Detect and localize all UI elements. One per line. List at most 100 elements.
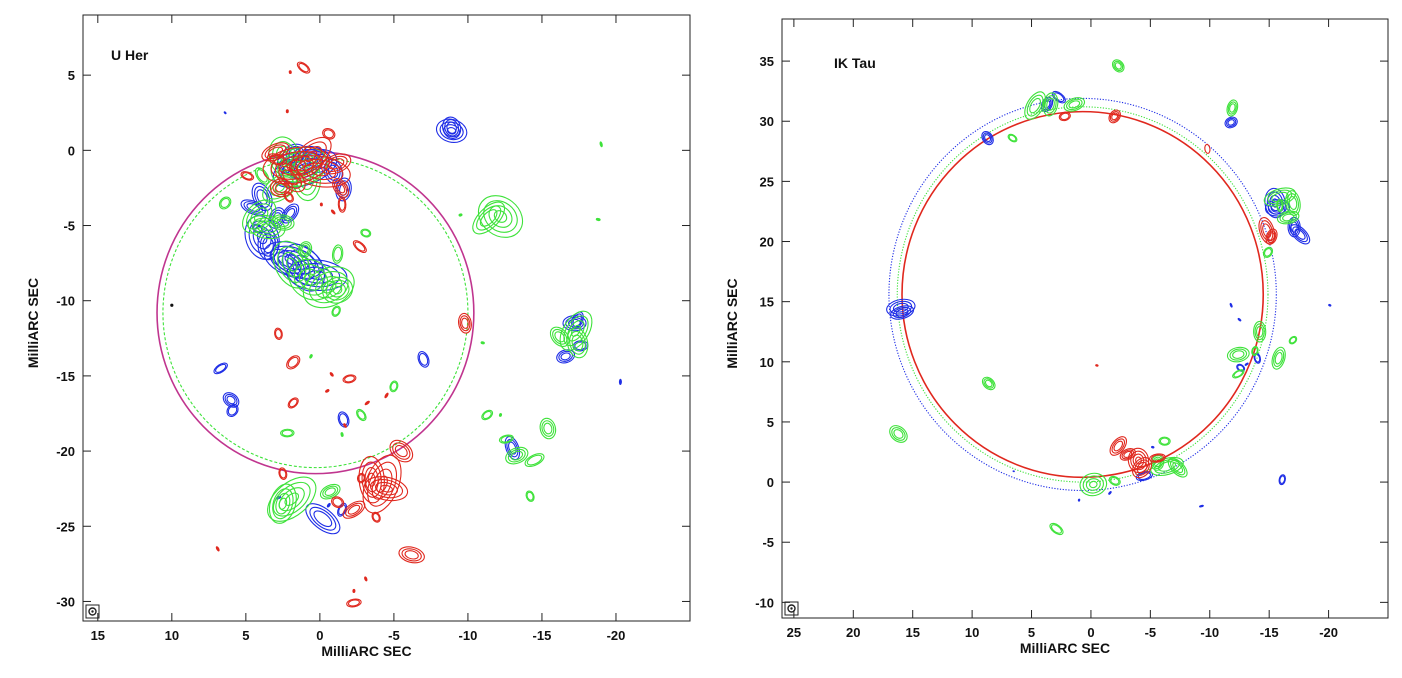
maser-core <box>1237 317 1242 322</box>
maser-spot <box>472 201 506 235</box>
maser-contour <box>889 300 913 315</box>
maser-spot <box>346 598 362 608</box>
maser-contour <box>439 121 464 141</box>
maser-spot <box>1253 320 1267 343</box>
maser-contour <box>283 191 294 203</box>
maser-spot <box>1288 335 1298 345</box>
maser-spot <box>889 425 908 443</box>
maser-core <box>319 202 323 207</box>
maser-contour <box>476 205 502 231</box>
maser-contour <box>984 134 992 143</box>
maser-core <box>352 588 356 594</box>
beam-center <box>790 607 793 610</box>
maser-core <box>1151 445 1155 449</box>
maser-contour <box>524 453 545 468</box>
maser-spot <box>352 240 367 254</box>
maser-contour <box>260 223 273 231</box>
x-tick-label: 5 <box>242 628 249 643</box>
beam-ellipse <box>787 604 796 613</box>
maser-contour <box>346 598 362 608</box>
maser-spot <box>1149 453 1166 463</box>
maser-spot <box>274 327 283 340</box>
maser-contour <box>543 422 553 435</box>
maser-contour <box>889 425 908 443</box>
maser-contour <box>278 467 288 480</box>
maser-spot <box>886 298 916 317</box>
plot-frame <box>781 18 1389 619</box>
maser-core <box>1229 302 1233 308</box>
maser-contour <box>222 392 240 408</box>
y-tick-label: 20 <box>760 235 774 250</box>
maser-contour <box>507 448 526 463</box>
maser-contour <box>1109 476 1120 485</box>
maser-spot <box>442 116 462 140</box>
maser-contour <box>226 403 239 418</box>
maser-contour <box>273 252 301 275</box>
maser-contour <box>337 196 347 213</box>
maser-contour <box>332 306 340 316</box>
maser-spot <box>1224 116 1238 129</box>
maser-spot <box>1109 436 1128 456</box>
maser-core <box>285 109 289 114</box>
maser-contour <box>298 62 309 73</box>
maser-contour <box>334 180 348 196</box>
maser-contour <box>371 511 381 523</box>
maser-contour <box>331 305 341 317</box>
maser-contour <box>324 155 348 172</box>
maser-spot <box>329 372 334 377</box>
maser-spot <box>1079 472 1108 497</box>
x-tick-label: 0 <box>316 628 323 643</box>
maser-contour <box>281 203 300 224</box>
maser-contour <box>1292 226 1308 243</box>
maser-spot <box>595 217 601 222</box>
maser-spot <box>297 241 313 259</box>
maser-contour <box>1232 350 1245 359</box>
maser-contour <box>240 199 266 216</box>
maser-contour <box>367 461 398 507</box>
maser-contour <box>1278 474 1286 486</box>
maser-spot <box>524 453 545 468</box>
maser-contour <box>323 129 334 139</box>
maser-core <box>364 576 368 582</box>
maser-spot <box>331 305 341 317</box>
maser-core <box>384 392 389 399</box>
maser-spot <box>319 202 323 207</box>
maser-contour <box>287 397 299 409</box>
maser-contour <box>322 276 354 304</box>
maser-contour <box>1024 91 1046 120</box>
maser-contour <box>1279 475 1286 484</box>
maser-contour <box>218 196 232 210</box>
maser-contour <box>345 502 363 517</box>
maser-contour <box>1227 101 1237 115</box>
maser-spot <box>1237 317 1242 322</box>
maser-core <box>1244 362 1249 366</box>
maser-contour <box>226 395 236 405</box>
maser-spot <box>1063 97 1086 112</box>
maser-contour <box>325 279 350 301</box>
maser-contour <box>304 273 318 286</box>
y-tick-label: 0 <box>767 475 774 490</box>
maser-contour <box>404 550 419 560</box>
maser-spot <box>283 191 294 203</box>
maser-spot <box>539 417 557 440</box>
maser-contour <box>1232 369 1245 379</box>
maser-contour <box>442 116 462 140</box>
maser-spot <box>525 490 535 502</box>
maser-contour <box>1123 450 1133 458</box>
x-tick-label: -15 <box>533 628 552 643</box>
maser-contour <box>479 209 498 227</box>
maser-spot <box>398 546 425 564</box>
maser-contour <box>253 185 271 208</box>
maser-spot <box>1204 143 1211 154</box>
y-tick-label: 30 <box>760 114 774 129</box>
maser-contour <box>981 130 994 146</box>
maser-contour <box>347 504 361 515</box>
maser-contour <box>298 268 324 291</box>
maser-contour <box>1224 116 1238 129</box>
maser-contour <box>1113 440 1124 452</box>
maser-spot <box>1229 302 1233 308</box>
maser-contour <box>280 428 295 438</box>
maser-contour <box>274 327 283 340</box>
maser-spot <box>364 400 370 406</box>
x-tick-label: -15 <box>1260 625 1279 640</box>
